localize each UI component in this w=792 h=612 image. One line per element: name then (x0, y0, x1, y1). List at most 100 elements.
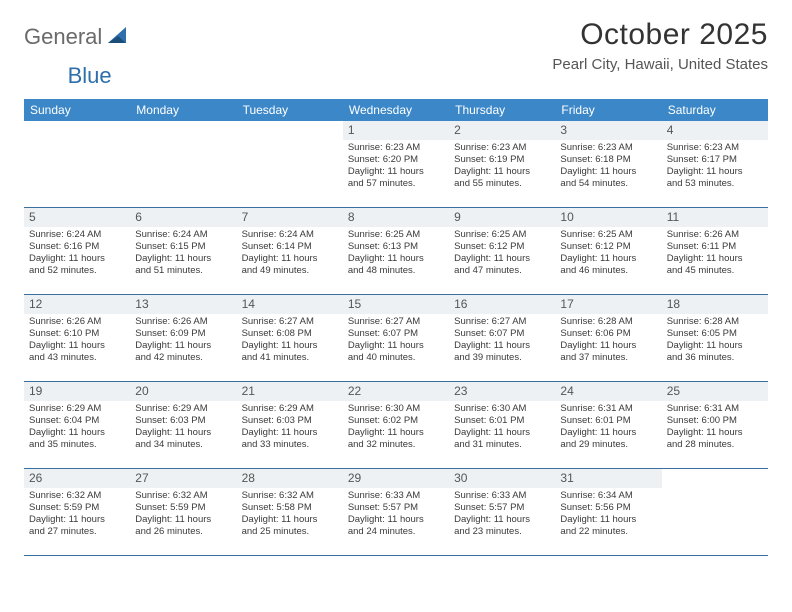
day-number: 19 (29, 384, 42, 398)
dow-wednesday: Wednesday (343, 99, 449, 121)
day-number: 2 (454, 123, 461, 137)
daynum-wrap: 25 (662, 382, 768, 401)
sunset-line: Sunset: 5:59 PM (135, 502, 231, 514)
daylight-line-1: Daylight: 11 hours (667, 253, 763, 265)
daylight-line-1: Daylight: 11 hours (560, 340, 656, 352)
daynum-wrap: 26 (24, 469, 130, 488)
brand-part2: Blue (68, 63, 112, 89)
daynum-wrap: 17 (555, 295, 661, 314)
daylight-line-1: Daylight: 11 hours (348, 253, 444, 265)
week-row: 26Sunrise: 6:32 AMSunset: 5:59 PMDayligh… (24, 469, 768, 556)
sunset-line: Sunset: 6:04 PM (29, 415, 125, 427)
sunrise-line: Sunrise: 6:25 AM (348, 229, 444, 241)
sunset-line: Sunset: 6:01 PM (560, 415, 656, 427)
day-number: 5 (29, 210, 36, 224)
day-cell: 28Sunrise: 6:32 AMSunset: 5:58 PMDayligh… (237, 469, 343, 555)
daylight-line-2: and 55 minutes. (454, 178, 550, 190)
sunset-line: Sunset: 5:56 PM (560, 502, 656, 514)
sunset-line: Sunset: 6:12 PM (454, 241, 550, 253)
day-number: 18 (667, 297, 680, 311)
dow-thursday: Thursday (449, 99, 555, 121)
day-cell: 9Sunrise: 6:25 AMSunset: 6:12 PMDaylight… (449, 208, 555, 294)
dow-friday: Friday (555, 99, 661, 121)
day-number: 21 (242, 384, 255, 398)
daynum-wrap: 13 (130, 295, 236, 314)
sunset-line: Sunset: 6:01 PM (454, 415, 550, 427)
daylight-line-2: and 54 minutes. (560, 178, 656, 190)
sunrise-line: Sunrise: 6:32 AM (29, 490, 125, 502)
brand-logo: General (24, 18, 130, 50)
daylight-line-2: and 41 minutes. (242, 352, 338, 364)
daynum-wrap: 14 (237, 295, 343, 314)
sunset-line: Sunset: 6:19 PM (454, 154, 550, 166)
daylight-line-1: Daylight: 11 hours (454, 166, 550, 178)
calendar-page: General October 2025 Pearl City, Hawaii,… (0, 0, 792, 556)
daynum-wrap: 24 (555, 382, 661, 401)
day-number: 27 (135, 471, 148, 485)
daynum-wrap: 18 (662, 295, 768, 314)
sunset-line: Sunset: 6:08 PM (242, 328, 338, 340)
day-cell: 21Sunrise: 6:29 AMSunset: 6:03 PMDayligh… (237, 382, 343, 468)
daylight-line-2: and 40 minutes. (348, 352, 444, 364)
daylight-line-2: and 47 minutes. (454, 265, 550, 277)
day-number: 6 (135, 210, 142, 224)
sunset-line: Sunset: 6:13 PM (348, 241, 444, 253)
week-row: 5Sunrise: 6:24 AMSunset: 6:16 PMDaylight… (24, 208, 768, 295)
day-number: 14 (242, 297, 255, 311)
sunset-line: Sunset: 6:12 PM (560, 241, 656, 253)
sunrise-line: Sunrise: 6:23 AM (454, 142, 550, 154)
daylight-line-1: Daylight: 11 hours (135, 340, 231, 352)
daynum-wrap: 12 (24, 295, 130, 314)
day-number: 20 (135, 384, 148, 398)
sunrise-line: Sunrise: 6:29 AM (135, 403, 231, 415)
day-cell: 20Sunrise: 6:29 AMSunset: 6:03 PMDayligh… (130, 382, 236, 468)
daylight-line-1: Daylight: 11 hours (135, 427, 231, 439)
sunset-line: Sunset: 6:15 PM (135, 241, 231, 253)
day-cell: 30Sunrise: 6:33 AMSunset: 5:57 PMDayligh… (449, 469, 555, 555)
daynum-wrap: 22 (343, 382, 449, 401)
day-cell: 3Sunrise: 6:23 AMSunset: 6:18 PMDaylight… (555, 121, 661, 207)
sunrise-line: Sunrise: 6:24 AM (135, 229, 231, 241)
sunrise-line: Sunrise: 6:24 AM (242, 229, 338, 241)
day-number: 12 (29, 297, 42, 311)
dow-sunday: Sunday (24, 99, 130, 121)
daylight-line-2: and 39 minutes. (454, 352, 550, 364)
day-number: 28 (242, 471, 255, 485)
sunrise-line: Sunrise: 6:34 AM (560, 490, 656, 502)
day-cell: 23Sunrise: 6:30 AMSunset: 6:01 PMDayligh… (449, 382, 555, 468)
brand-part1: General (24, 24, 102, 50)
sunset-line: Sunset: 5:57 PM (348, 502, 444, 514)
daylight-line-1: Daylight: 11 hours (560, 166, 656, 178)
day-cell: 24Sunrise: 6:31 AMSunset: 6:01 PMDayligh… (555, 382, 661, 468)
daynum-wrap: 28 (237, 469, 343, 488)
daylight-line-1: Daylight: 11 hours (454, 514, 550, 526)
sunset-line: Sunset: 6:03 PM (242, 415, 338, 427)
daynum-wrap: 8 (343, 208, 449, 227)
daylight-line-1: Daylight: 11 hours (242, 427, 338, 439)
daylight-line-2: and 36 minutes. (667, 352, 763, 364)
day-number: 23 (454, 384, 467, 398)
empty-cell (237, 121, 343, 207)
daynum-wrap: 7 (237, 208, 343, 227)
sunset-line: Sunset: 6:02 PM (348, 415, 444, 427)
sunset-line: Sunset: 6:14 PM (242, 241, 338, 253)
daynum-wrap: 6 (130, 208, 236, 227)
day-cell: 2 Sunrise: 6:23 AMSunset: 6:19 PMDaylight… (449, 121, 555, 207)
day-cell: 27Sunrise: 6:32 AMSunset: 5:59 PMDayligh… (130, 469, 236, 555)
sunrise-line: Sunrise: 6:30 AM (454, 403, 550, 415)
sunrise-line: Sunrise: 6:24 AM (29, 229, 125, 241)
dow-monday: Monday (130, 99, 236, 121)
sunset-line: Sunset: 6:20 PM (348, 154, 444, 166)
daylight-line-2: and 23 minutes. (454, 526, 550, 538)
daylight-line-2: and 57 minutes. (348, 178, 444, 190)
daylight-line-1: Daylight: 11 hours (29, 514, 125, 526)
daylight-line-1: Daylight: 11 hours (560, 427, 656, 439)
sunrise-line: Sunrise: 6:26 AM (135, 316, 231, 328)
title-block: October 2025 Pearl City, Hawaii, United … (552, 18, 768, 73)
sunrise-line: Sunrise: 6:28 AM (560, 316, 656, 328)
daylight-line-1: Daylight: 11 hours (667, 166, 763, 178)
daylight-line-2: and 28 minutes. (667, 439, 763, 451)
sunset-line: Sunset: 5:59 PM (29, 502, 125, 514)
daylight-line-2: and 35 minutes. (29, 439, 125, 451)
sunset-line: Sunset: 6:09 PM (135, 328, 231, 340)
